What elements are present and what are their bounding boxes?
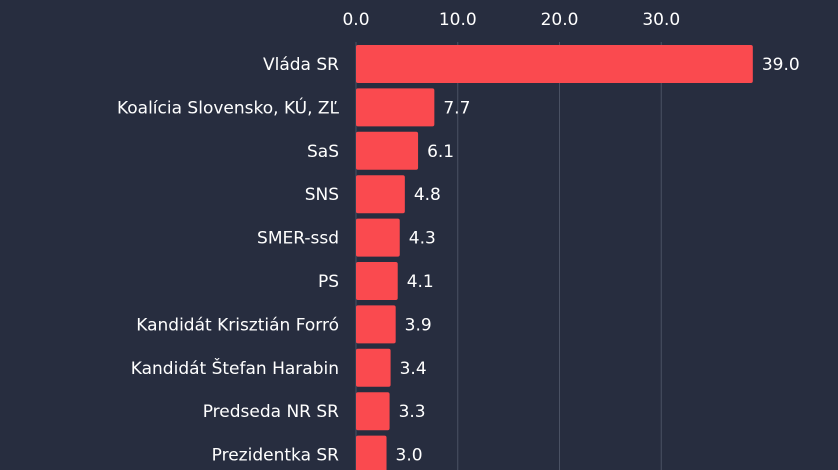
bar [356, 175, 405, 214]
value-label: 4.1 [407, 272, 434, 292]
x-tick-label: 0.0 [342, 10, 369, 30]
y-tick-label: Vláda SR [263, 55, 339, 75]
y-tick-label: Kandidát Krisztián Forró [136, 315, 339, 335]
x-tick-label: 20.0 [541, 10, 579, 30]
y-tick-label: PS [318, 272, 339, 292]
bar [356, 348, 391, 387]
y-tick-label: SNS [305, 185, 339, 205]
value-label: 4.3 [409, 229, 436, 249]
bar [356, 305, 396, 344]
bar [356, 45, 753, 83]
y-tick-label: SaS [307, 142, 339, 162]
bar [356, 218, 400, 257]
value-label: 6.1 [427, 142, 454, 162]
x-tick-label: 10.0 [439, 10, 477, 30]
bar [356, 435, 387, 470]
value-label: 3.4 [400, 359, 427, 379]
y-tick-label: Kandidát Štefan Harabin [131, 357, 339, 379]
x-tick-label: 30.0 [642, 10, 680, 30]
bar [356, 88, 435, 127]
bar [356, 131, 419, 170]
value-label: 39.0 [762, 55, 800, 75]
y-tick-label: Predseda NR SR [203, 402, 339, 422]
y-tick-label: Prezidentka SR [212, 446, 340, 466]
y-tick-label: SMER-ssd [257, 229, 339, 249]
value-label: 3.9 [405, 315, 432, 335]
value-label: 3.3 [399, 402, 426, 422]
bar [356, 392, 390, 431]
value-label: 3.0 [396, 446, 423, 466]
value-label: 4.8 [414, 185, 441, 205]
bar [356, 262, 398, 300]
value-label: 7.7 [443, 98, 470, 118]
y-tick-label: Koalícia Slovensko, KÚ, ZĽ [117, 96, 340, 118]
